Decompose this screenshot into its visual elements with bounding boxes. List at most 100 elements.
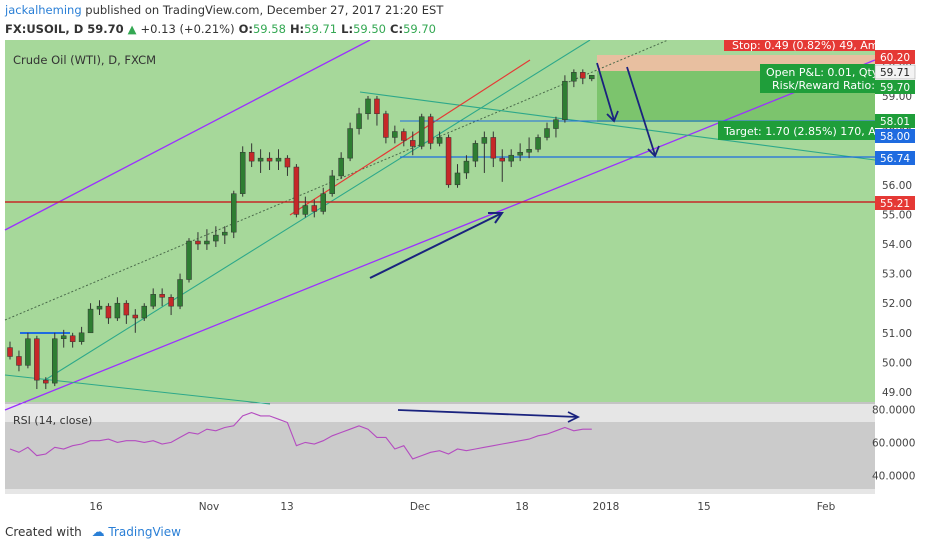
rsi-tick-label: 80.0000: [872, 404, 915, 416]
time-tick-label: Feb: [817, 501, 836, 513]
rsi-tick-label: 60.0000: [872, 437, 915, 449]
channel-upper-line: [4, 40, 371, 231]
support-red-text: 55.21: [880, 198, 910, 210]
candle-body: [320, 193, 326, 212]
tradingview-logo-icon: ☁: [91, 525, 105, 540]
support-blue-text: 56.74: [880, 153, 910, 165]
tradingview-brand-link[interactable]: TradingView: [108, 525, 181, 539]
candle-body: [427, 116, 434, 144]
candles-group: [7, 69, 595, 390]
price-tick-label: 55.00: [882, 209, 912, 221]
candle-body: [159, 294, 165, 298]
price-tick-label: 54.00: [882, 239, 912, 251]
author-link[interactable]: jackalheming: [5, 3, 82, 17]
candle-body: [410, 140, 416, 147]
candle-body: [114, 302, 121, 319]
target-price-tag: [875, 129, 915, 143]
open-label: O:: [238, 22, 253, 36]
time-axis[interactable]: 16 Nov 13 Dec 18 2018 15 Feb: [89, 501, 835, 513]
candle-body: [401, 131, 407, 141]
low-label: L:: [341, 22, 354, 36]
candle-body: [544, 128, 550, 138]
time-tick-label: 15: [697, 501, 710, 513]
support-red-tag: [875, 196, 915, 210]
pnl-label-text: Open P&L: 0.01, Qty: [766, 66, 879, 79]
close-value: 59.70: [403, 22, 436, 36]
low-value: 59.50: [353, 22, 386, 36]
stop-label-bg: [724, 40, 875, 51]
price-tick-label: 49.00: [882, 387, 912, 399]
price-change: +0.13 (+0.21%): [140, 22, 235, 36]
rsi-band: [5, 422, 875, 489]
ohlc-header: FX:USOIL, D 59.70 ▲ +0.13 (+0.21%) O:59.…: [5, 22, 436, 36]
candle-body: [16, 356, 22, 366]
candle-body: [589, 75, 595, 80]
price-tick-label: 53.00: [882, 269, 912, 281]
candle-body: [239, 151, 246, 194]
candle-body: [347, 128, 353, 159]
target-price-text: 58.00: [880, 131, 910, 143]
rsi-title: RSI (14, close): [13, 414, 92, 427]
candle-body: [383, 113, 389, 138]
entry-price-text: 58.01: [880, 116, 910, 128]
high-value: 59.71: [304, 22, 338, 36]
candle-body: [132, 314, 139, 319]
time-tick-label: 18: [515, 501, 528, 513]
candle-body: [150, 294, 156, 307]
candle-body: [52, 338, 58, 384]
symbol-label: FX:USOIL, D: [5, 22, 84, 36]
candle-body: [87, 308, 94, 334]
candle-body: [436, 137, 443, 144]
candle-body: [562, 80, 568, 120]
candle-body: [571, 72, 577, 82]
close-label: C:: [390, 22, 404, 36]
price-tick-label: 50.00: [882, 357, 912, 369]
rr-label-text: Risk/Reward Ratio: 3: [772, 79, 885, 92]
publish-info: published on TradingView.com, December 2…: [85, 3, 444, 17]
rsi-line: [9, 412, 592, 460]
price-tick-label: 52.00: [882, 298, 912, 310]
candle-body: [60, 335, 67, 339]
candle-body: [445, 137, 452, 186]
up-triangle-icon: ▲: [127, 22, 137, 36]
rsi-axis[interactable]: 80.0000 60.0000 40.0000: [872, 404, 915, 482]
candle-body: [275, 157, 282, 162]
candle-body: [490, 137, 497, 159]
high-label: H:: [289, 22, 305, 36]
time-tick-label: Nov: [199, 501, 220, 513]
rsi-divergence-arrow: [397, 409, 581, 423]
target-label-bg: [718, 121, 875, 140]
navy-arrow-down-1: [596, 62, 619, 123]
candle-body: [7, 347, 13, 357]
support-blue-tag: [875, 151, 915, 165]
time-tick-label: 16: [89, 501, 103, 513]
candle-body: [177, 279, 183, 307]
candle-body: [123, 302, 130, 316]
time-tick-label: 2018: [593, 501, 620, 513]
chart-title: Crude Oil (WTI), D, FXCM: [13, 53, 156, 67]
last-price-tag-a: [874, 64, 916, 80]
candle-body: [248, 151, 255, 162]
rsi-tick-label: 40.0000: [872, 470, 915, 482]
stop-label-text: Stop: 0.49 (0.82%) 49, Am: [732, 40, 878, 52]
candle-body: [418, 116, 425, 147]
time-tick-label: 13: [280, 501, 293, 513]
candle-body: [293, 166, 300, 215]
candle-body: [356, 113, 362, 129]
candle-body: [365, 98, 371, 115]
candle-body: [195, 240, 201, 245]
green-trend-line: [44, 40, 591, 381]
open-value: 59.58: [252, 22, 286, 36]
candle-body: [535, 137, 541, 150]
candle-body: [463, 160, 470, 174]
candle-body: [454, 172, 461, 186]
price-axis[interactable]: 49.00 50.00 51.00 52.00 53.00 54.00 55.00 56.00…: [882, 61, 912, 399]
last-price: 59.70: [87, 22, 124, 36]
chart-canvas[interactable]: Crude Oil (WTI), D, FXCM RSI (14, close)…: [0, 40, 932, 515]
candle-body: [34, 338, 40, 381]
teal-down-line: [359, 91, 876, 161]
candle-body: [526, 149, 532, 153]
navy-arrow-up: [369, 212, 504, 279]
footer: Created with ☁ TradingView: [5, 525, 181, 540]
pnl-label-bg: [760, 64, 875, 93]
